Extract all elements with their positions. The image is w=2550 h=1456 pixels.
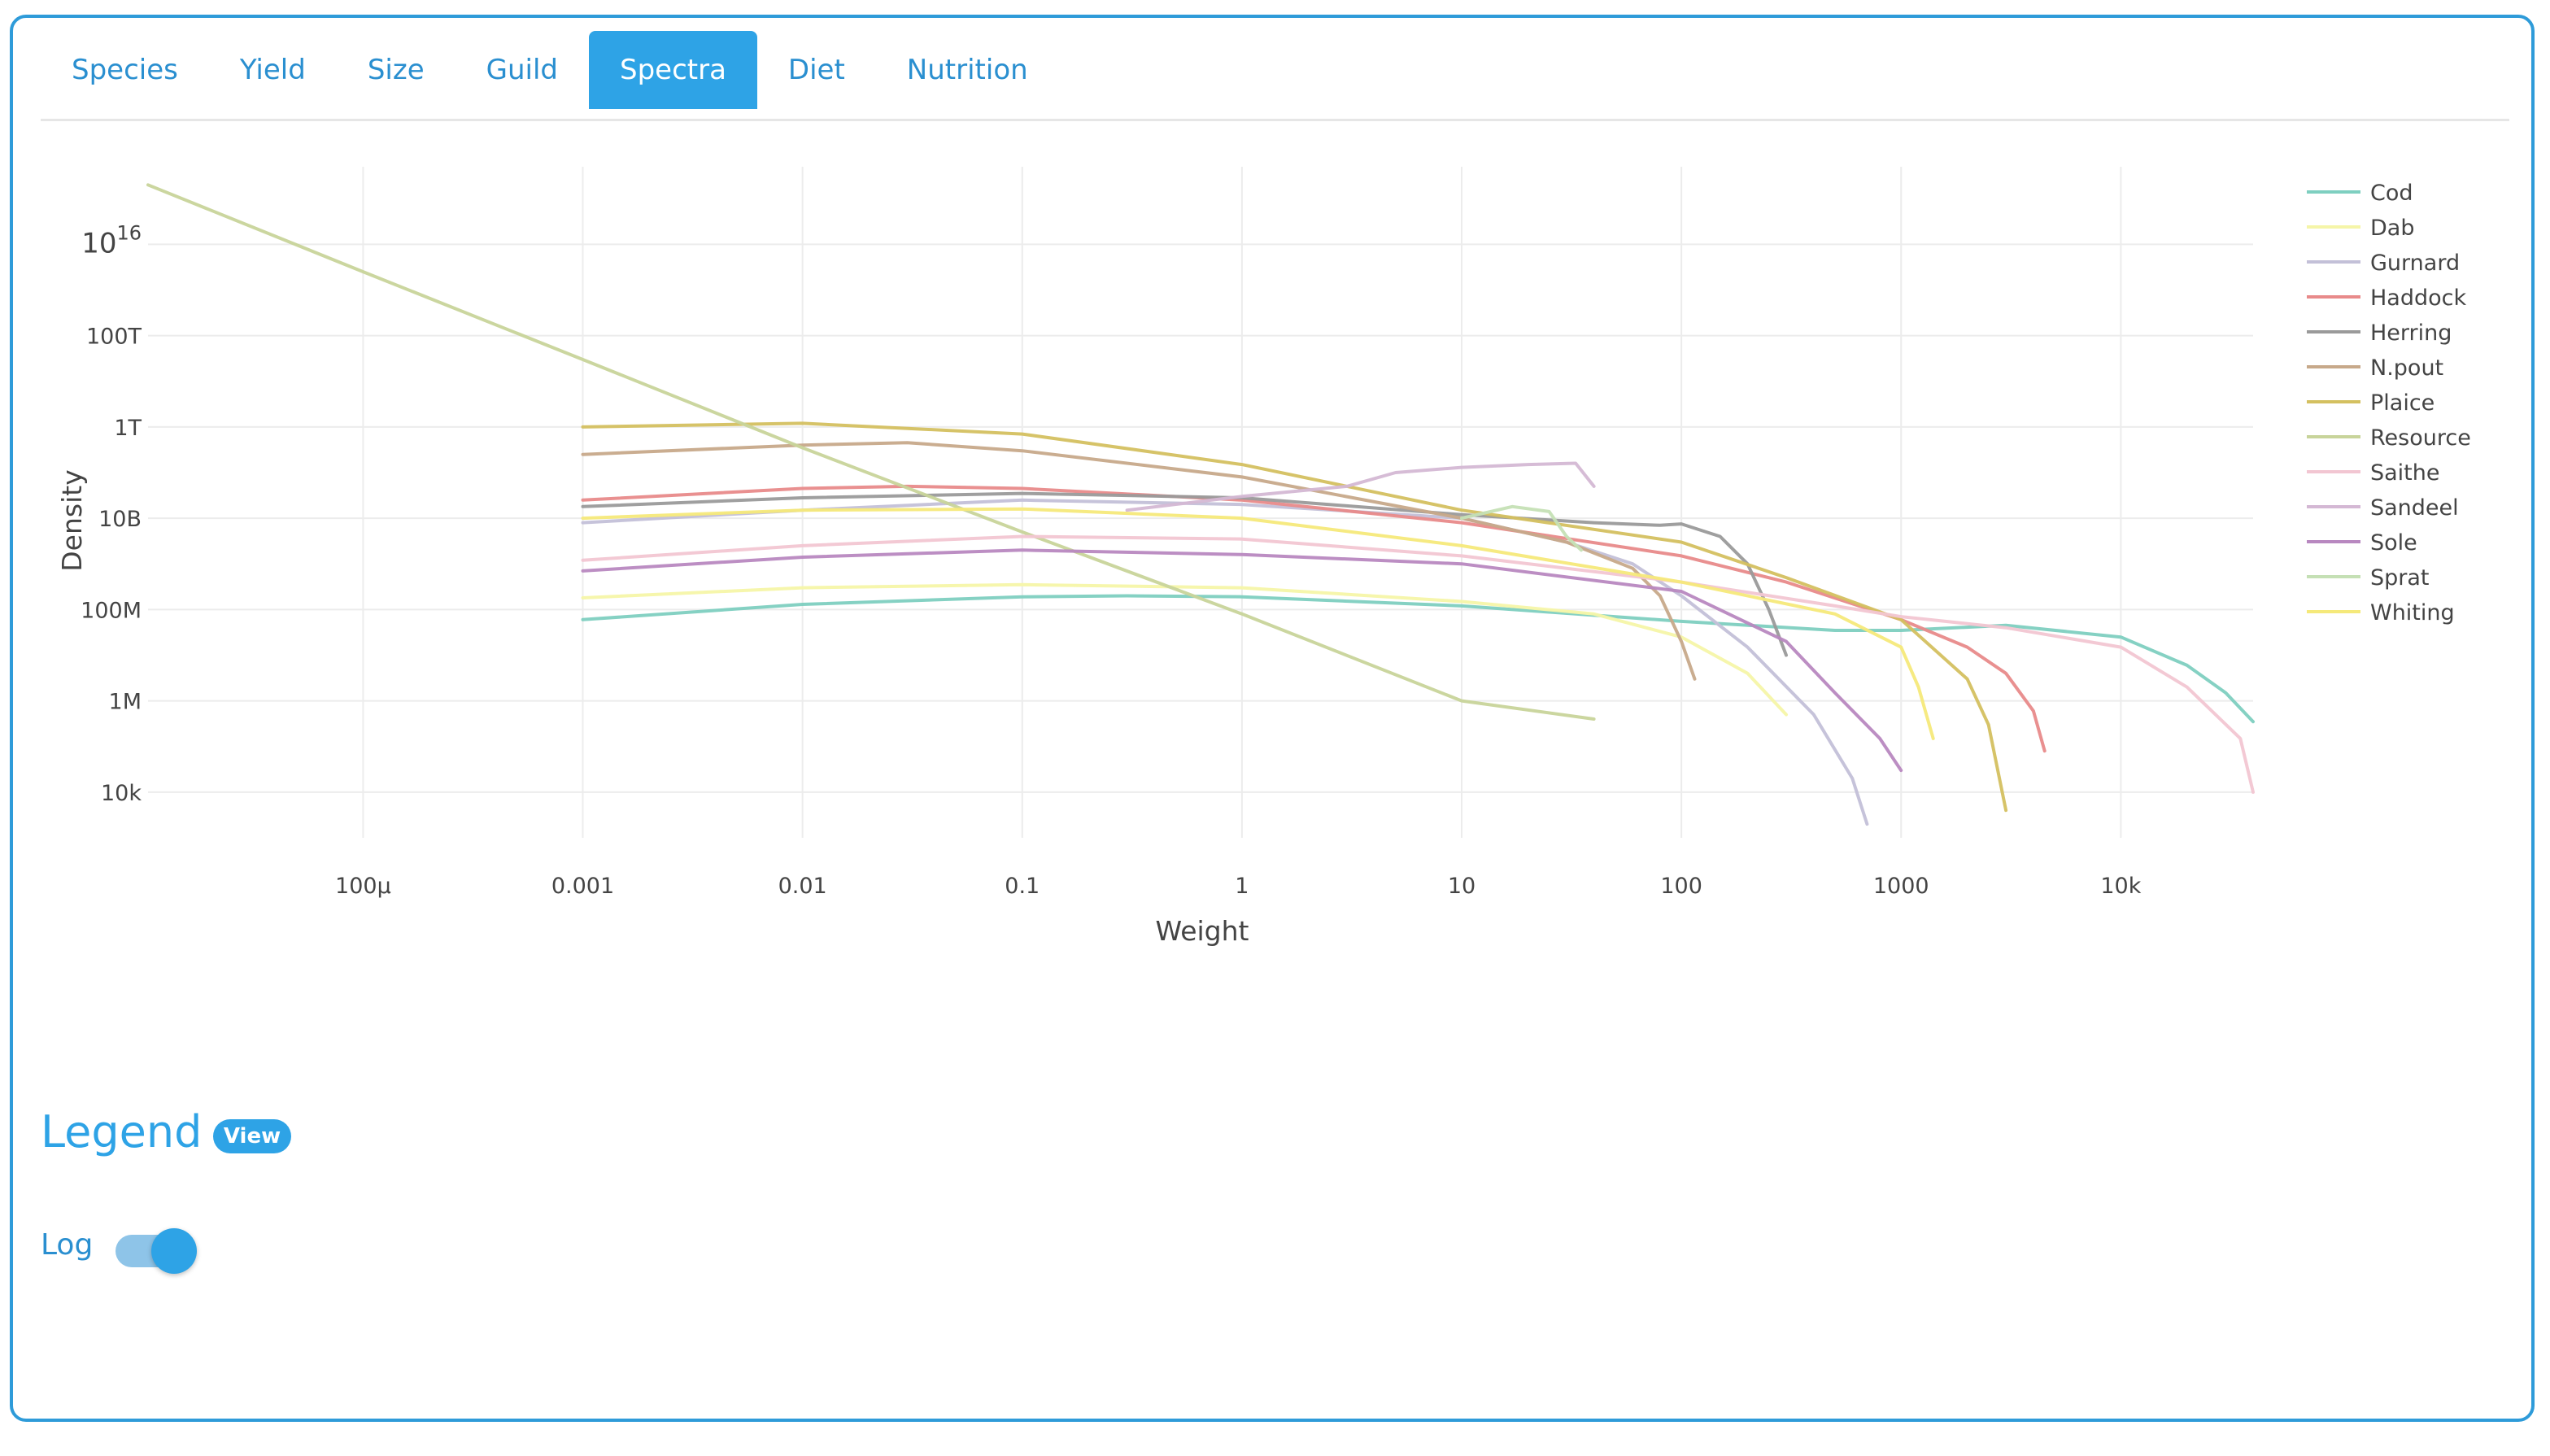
tab-nutrition[interactable]: Nutrition: [906, 54, 1028, 86]
y-tick-label: 100T: [86, 325, 142, 350]
x-tick-label: 0.001: [551, 874, 614, 899]
y-tick-label: 10k: [101, 781, 142, 806]
legend-label: Dab: [2370, 216, 2414, 241]
y-tick-label: 1M: [109, 690, 142, 715]
x-axis-label: Weight: [1156, 915, 1249, 947]
legend-item-sprat[interactable]: Sprat: [2307, 565, 2430, 591]
tab-size[interactable]: Size: [367, 54, 425, 86]
y-axis-label: Density: [56, 469, 88, 571]
x-tick-label: 1000: [1873, 874, 1929, 899]
x-tick-label: 10: [1448, 874, 1476, 899]
y-axis-ticks: 10k 1M 100M 10B 1T 100T 1016: [81, 221, 142, 806]
legend-item-haddock[interactable]: Haddock: [2307, 286, 2466, 311]
series-line-cod: [581, 594, 2255, 724]
legend-item-n-pout[interactable]: N.pout: [2307, 355, 2443, 381]
spectra-chart[interactable]: 100μ 0.001 0.01 0.1 1 10 100 1000 10k 10k1M100M1…: [0, 0, 2550, 1017]
series-line-sandeel: [1125, 461, 1596, 512]
legend-label: N.pout: [2370, 355, 2443, 381]
legend-label: Sprat: [2370, 565, 2430, 591]
legend-label: Plaice: [2370, 390, 2434, 416]
legend-label: Sole: [2370, 530, 2417, 556]
legend-label: Saithe: [2370, 460, 2440, 486]
tab-bar: Species Yield Size Guild Spectra Diet Nu…: [41, 31, 2509, 121]
series-line-dab: [581, 582, 1788, 717]
legend-label: Resource: [2370, 425, 2471, 451]
legend-label: Sandeel: [2370, 495, 2459, 521]
legend-item-resource[interactable]: Resource: [2307, 425, 2471, 451]
series-line-sprat: [1460, 504, 1583, 552]
x-tick-label: 100: [1660, 874, 1702, 899]
log-toggle-knob[interactable]: [151, 1228, 197, 1274]
tab-guild[interactable]: Guild: [486, 54, 558, 86]
series-line-sole: [581, 548, 1903, 773]
legend-label: Gurnard: [2370, 251, 2460, 276]
legend-item-cod[interactable]: Cod: [2307, 181, 2413, 206]
chart-series: [146, 183, 2255, 826]
series-line-gurnard: [581, 498, 1869, 826]
legend-item-plaice[interactable]: Plaice: [2307, 390, 2434, 416]
tab-yield[interactable]: Yield: [239, 54, 306, 86]
y-tick-label: 1016: [81, 221, 142, 259]
x-tick-label: 0.01: [778, 874, 827, 899]
legend-item-sandeel[interactable]: Sandeel: [2307, 495, 2459, 521]
tab-diet[interactable]: Diet: [787, 54, 845, 86]
y-tick-label: 100M: [81, 598, 142, 623]
log-toggle-label: Log: [41, 1228, 94, 1262]
chart-grid: [148, 167, 2253, 838]
legend-label: Herring: [2370, 320, 2452, 346]
tab-species[interactable]: Species: [72, 54, 178, 86]
legend-label: Cod: [2370, 181, 2413, 206]
chart-legend[interactable]: Cod Dab Gurnard Haddock Herring N.pout Plaice R…: [2307, 181, 2471, 626]
series-line-herring: [581, 491, 1788, 657]
legend-view-button[interactable]: View: [213, 1119, 291, 1153]
series-line-plaice: [581, 421, 2008, 813]
y-tick-label: 10B: [98, 507, 142, 532]
legend-label: Whiting: [2370, 600, 2455, 626]
series-line-whiting: [581, 507, 1935, 740]
app-frame: [10, 15, 2535, 1422]
legend-item-dab[interactable]: Dab: [2307, 216, 2414, 241]
legend-item-herring[interactable]: Herring: [2307, 320, 2452, 346]
x-tick-label: 100μ: [335, 874, 391, 899]
legend-item-saithe[interactable]: Saithe: [2307, 460, 2440, 486]
legend-label: Haddock: [2370, 286, 2466, 311]
legend-item-gurnard[interactable]: Gurnard: [2307, 251, 2460, 276]
x-axis-ticks: 100μ 0.001 0.01 0.1 1 10 100 1000 10k: [335, 874, 2142, 899]
legend-item-sole[interactable]: Sole: [2307, 530, 2417, 556]
x-tick-label: 1: [1235, 874, 1249, 899]
series-line-resource: [146, 183, 1596, 721]
legend-heading: Legend: [41, 1106, 203, 1157]
x-tick-label: 0.1: [1005, 874, 1040, 899]
legend-item-whiting[interactable]: Whiting: [2307, 600, 2455, 626]
tab-spectra[interactable]: Spectra: [588, 31, 757, 109]
x-tick-label: 10k: [2100, 874, 2141, 899]
y-tick-label: 1T: [114, 416, 142, 441]
series-line-saithe: [581, 534, 2255, 794]
